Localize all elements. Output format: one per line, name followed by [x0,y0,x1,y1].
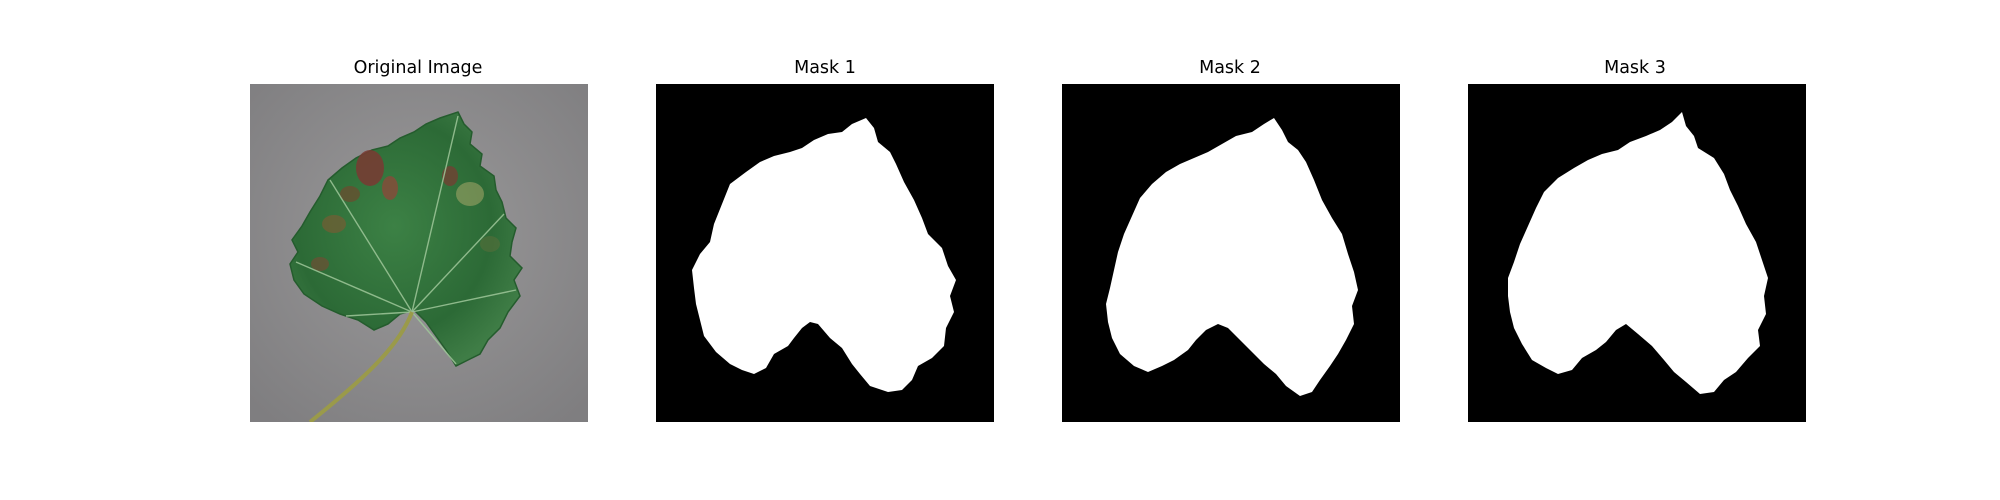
panel-title-original: Original Image [353,58,483,78]
panel-title-mask-3: Mask 3 [1604,58,1666,78]
panel-title-mask-2: Mask 2 [1199,58,1261,78]
panel-title-mask-1: Mask 1 [794,58,856,78]
original-image [250,84,588,422]
mask-2-image [1062,84,1400,422]
mask-3-image [1468,84,1806,422]
mask-1-image [656,84,994,422]
